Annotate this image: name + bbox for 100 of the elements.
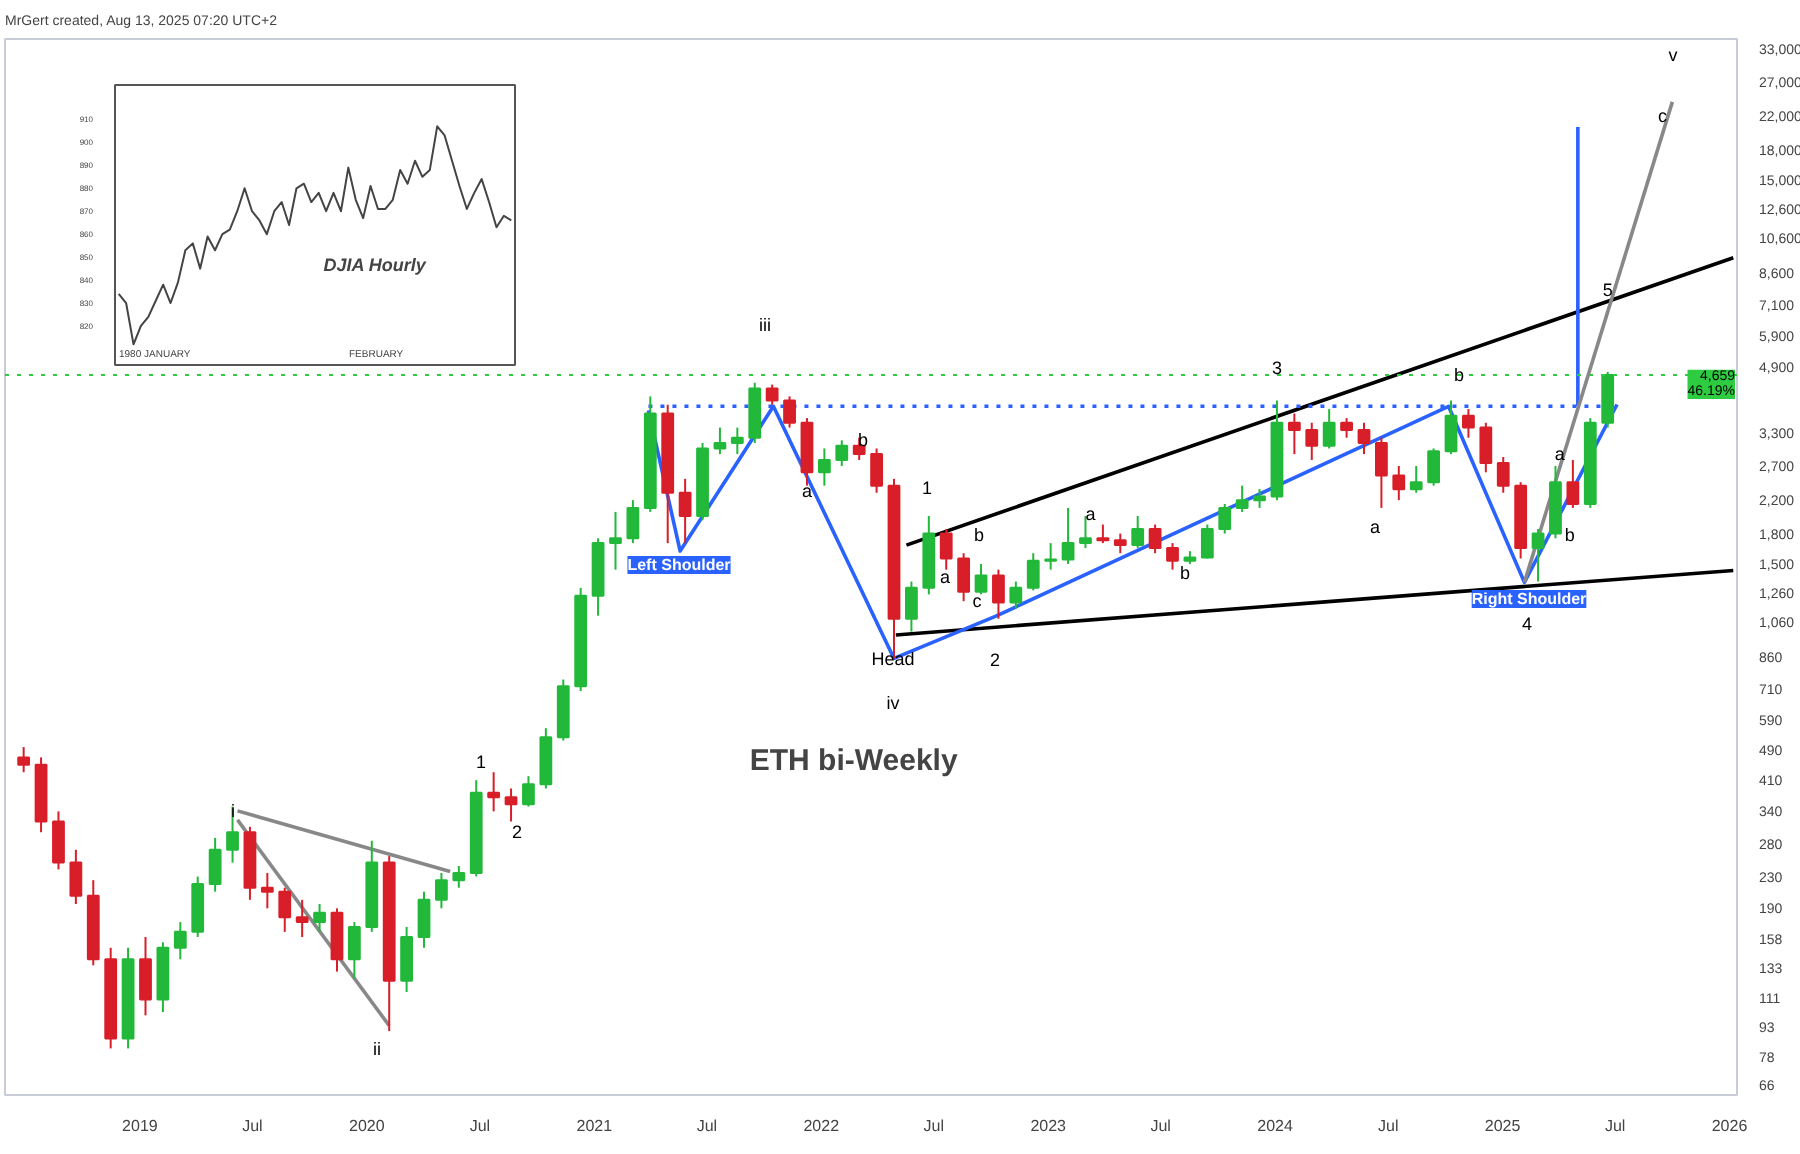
candlestick xyxy=(1200,523,1214,560)
annotation: ii xyxy=(373,1039,381,1059)
annotation: Head xyxy=(871,649,915,669)
candlestick xyxy=(1009,580,1023,610)
annotation: iii xyxy=(759,315,771,335)
candlestick xyxy=(208,836,222,893)
candlestick xyxy=(173,921,187,961)
candlestick xyxy=(1409,465,1423,494)
candlestick xyxy=(1026,552,1040,592)
x-tick-label: 2020 xyxy=(349,1117,386,1135)
candlestick xyxy=(939,528,953,571)
candlestick xyxy=(260,871,274,910)
candlestick xyxy=(1113,532,1127,555)
candlestick xyxy=(1566,458,1580,509)
candlestick xyxy=(1427,447,1441,487)
annotation: a xyxy=(939,567,951,587)
candlestick xyxy=(1462,408,1475,439)
candlestick xyxy=(1253,488,1266,509)
candlestick xyxy=(609,510,622,571)
candlestick xyxy=(1044,542,1058,571)
text: ETH bi-Weekly xyxy=(749,744,959,779)
candlestick xyxy=(295,898,309,938)
candlestick xyxy=(1392,465,1406,502)
x-tick-label: 2023 xyxy=(1030,1117,1068,1135)
candlestick xyxy=(974,562,988,596)
candlestick xyxy=(452,864,466,889)
candlestick xyxy=(539,727,553,790)
annotation: b xyxy=(1179,563,1191,583)
annotation: v xyxy=(1668,45,1679,65)
x-tick-label: 2021 xyxy=(576,1117,614,1135)
annotation: 2 xyxy=(511,822,523,842)
x-tick-label: Jul xyxy=(1604,1117,1626,1135)
annotation: i xyxy=(231,801,235,821)
x-tick-label: 2019 xyxy=(122,1117,159,1135)
candlestick xyxy=(191,875,205,938)
candlestick xyxy=(730,426,744,456)
candlestick xyxy=(992,568,1005,620)
candlestick xyxy=(1531,528,1545,583)
x-tick-label: Jul xyxy=(1150,1117,1172,1135)
annotation: b xyxy=(973,525,985,545)
x-tick-label: Jul xyxy=(242,1117,264,1135)
candlestick xyxy=(1322,408,1336,450)
candlestick xyxy=(835,439,849,468)
candlestick xyxy=(1218,502,1232,535)
candlestick xyxy=(957,552,971,603)
annotation: b xyxy=(1453,365,1465,385)
annotation: c xyxy=(972,591,983,611)
candlestick xyxy=(905,580,918,633)
candlestick xyxy=(1496,456,1510,494)
x-tick-label: Jul xyxy=(469,1117,491,1135)
annotation: c xyxy=(1657,106,1668,127)
candlestick xyxy=(417,890,431,949)
annotation: Left Shoulder xyxy=(627,556,731,574)
line-series xyxy=(117,125,513,346)
x-tick-label: Jul xyxy=(1378,1117,1399,1135)
candlestick xyxy=(1235,484,1249,513)
candlestick xyxy=(1375,436,1388,509)
candlestick xyxy=(504,787,518,823)
annotation: a xyxy=(1369,517,1381,537)
annotation: Right Shoulder xyxy=(1471,590,1587,608)
candlestick xyxy=(626,499,640,545)
candlestick xyxy=(1131,515,1145,550)
annotation: a xyxy=(801,481,813,501)
candlestick xyxy=(1357,421,1371,456)
candlestick xyxy=(400,925,413,994)
annotation: 1 xyxy=(475,752,487,772)
candlestick xyxy=(1305,421,1319,461)
candlestick xyxy=(435,871,448,910)
annotation: 1 xyxy=(921,478,933,498)
candlestick xyxy=(347,921,361,980)
candlestick xyxy=(1166,542,1179,571)
candlestick xyxy=(1601,370,1615,429)
x-tick-label: 2022 xyxy=(803,1117,841,1135)
candlestick xyxy=(765,383,779,406)
annotation: 3 xyxy=(1271,358,1283,378)
candlestick xyxy=(522,775,535,808)
candlestick xyxy=(870,447,883,494)
candlestick xyxy=(1096,523,1110,545)
candlestick xyxy=(1479,421,1493,474)
x-tick-label: 2024 xyxy=(1257,1117,1294,1135)
x-tick-label: Jul xyxy=(923,1117,945,1135)
candlestick xyxy=(278,886,292,933)
candlestick xyxy=(1061,506,1075,565)
candlestick xyxy=(487,771,501,813)
x-tick-label: Jul xyxy=(696,1117,718,1135)
candlestick xyxy=(1287,412,1301,456)
x-tick-label: 2025 xyxy=(1484,1117,1522,1135)
annotation: a xyxy=(1085,503,1096,524)
x-tick-label: 2026 xyxy=(1711,1117,1749,1135)
candlestick xyxy=(817,447,831,487)
candlestick xyxy=(1148,523,1162,555)
text: DJIA Hourly xyxy=(323,255,428,275)
annotation: a xyxy=(1554,444,1565,465)
annotation: iv xyxy=(886,693,901,713)
annotation: 2 xyxy=(989,650,1001,670)
candlestick xyxy=(1444,399,1458,456)
candlestick xyxy=(52,810,65,871)
candlestick xyxy=(713,426,727,456)
candlestick xyxy=(783,395,796,429)
candlestick xyxy=(313,903,326,933)
